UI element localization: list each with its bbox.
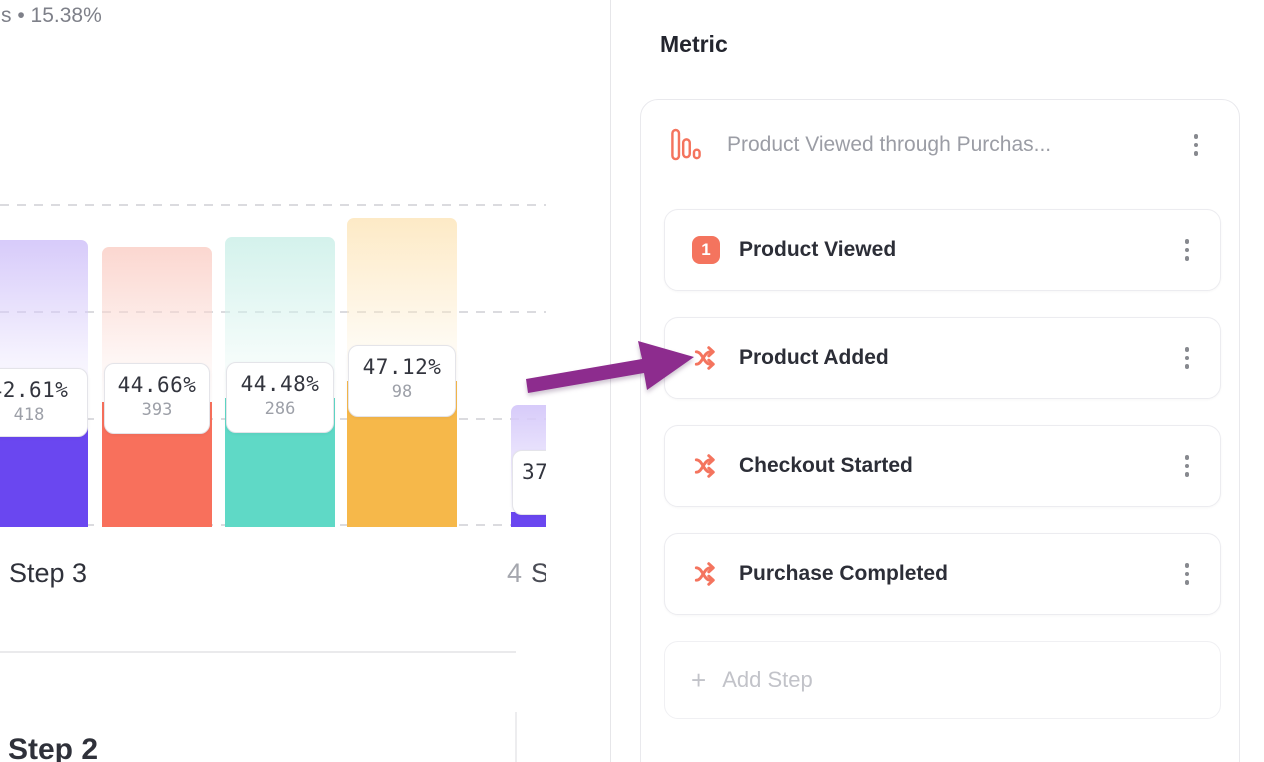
bar-5-value-box: 37: [512, 450, 546, 515]
bar-3-count: 286: [264, 399, 296, 419]
next-section-card-edge: [515, 712, 517, 762]
funnel-step-row-checkout-started[interactable]: Checkout Started: [664, 425, 1221, 507]
next-section-label-step-2: Step 2: [8, 733, 99, 762]
funnel-step-row-purchase-completed[interactable]: Purchase Completed: [664, 533, 1221, 615]
x-axis-next-label-number: 4: [507, 558, 523, 588]
funnel-step-row-product-added[interactable]: Product Added: [664, 317, 1221, 399]
bar-1-value-box: 42.61% 418: [0, 368, 88, 437]
bar-2-percent: 44.66%: [117, 373, 197, 397]
bar-1-percent: 42.61%: [0, 378, 69, 402]
x-axis-label-step-3: Step 3: [9, 558, 88, 588]
bar-4-percent: 47.12%: [362, 355, 442, 379]
gridline: [0, 204, 546, 206]
metric-config-panel: Metric Product Viewed through Purchas...…: [612, 0, 1264, 762]
add-step-label: Add Step: [722, 667, 813, 692]
step-label: Product Viewed: [739, 238, 897, 261]
metric-title: Product Viewed through Purchas...: [727, 133, 1052, 156]
funnel-chart-panel: s • 15.38% 42.61% 418 44.66% 393: [0, 0, 610, 762]
step-kebab-menu-icon[interactable]: [1176, 449, 1198, 483]
step-number-badge: 1: [691, 236, 721, 264]
bar-4-value-box: 47.12% 98: [348, 345, 456, 417]
step-kebab-menu-icon[interactable]: [1176, 557, 1198, 591]
bar-1-count: 418: [13, 405, 45, 425]
shuffle-icon: [691, 453, 721, 479]
metric-kebab-menu-icon[interactable]: [1185, 128, 1207, 162]
shuffle-icon: [691, 345, 721, 371]
plus-icon: +: [691, 665, 707, 695]
metric-card-header[interactable]: Product Viewed through Purchas...: [641, 100, 1239, 190]
bar-4-count: 98: [391, 382, 413, 402]
bar-2-count: 393: [141, 400, 173, 420]
step-kebab-menu-icon[interactable]: [1176, 233, 1198, 267]
chart-clip-area: s • 15.38% 42.61% 418 44.66% 393: [0, 0, 546, 762]
shuffle-icon: [691, 561, 721, 587]
step-label: Checkout Started: [739, 454, 913, 477]
bar-5-percent-partial: 37: [522, 460, 546, 484]
step-label: Purchase Completed: [739, 562, 948, 585]
bar-2-value-box: 44.66% 393: [104, 363, 210, 434]
funnel-chart-icon: [671, 127, 701, 163]
section-divider: [0, 651, 516, 653]
panel-divider: [610, 0, 611, 762]
bar-3-percent: 44.48%: [240, 372, 320, 396]
add-step-button[interactable]: + Add Step: [664, 641, 1221, 719]
step-label: Product Added: [739, 346, 889, 369]
metric-card: Product Viewed through Purchas... 1 Prod…: [640, 99, 1240, 762]
metric-panel-heading: Metric: [660, 31, 728, 57]
chart-title-partial: s • 15.38%: [1, 4, 102, 27]
step-kebab-menu-icon[interactable]: [1176, 341, 1198, 375]
bar-3-value-box: 44.48% 286: [226, 362, 334, 433]
funnel-bar-5-converted[interactable]: [511, 512, 546, 527]
step-1-badge: 1: [692, 236, 720, 264]
x-axis-next-label-partial: S: [531, 558, 546, 588]
funnel-step-row-product-viewed[interactable]: 1 Product Viewed: [664, 209, 1221, 291]
